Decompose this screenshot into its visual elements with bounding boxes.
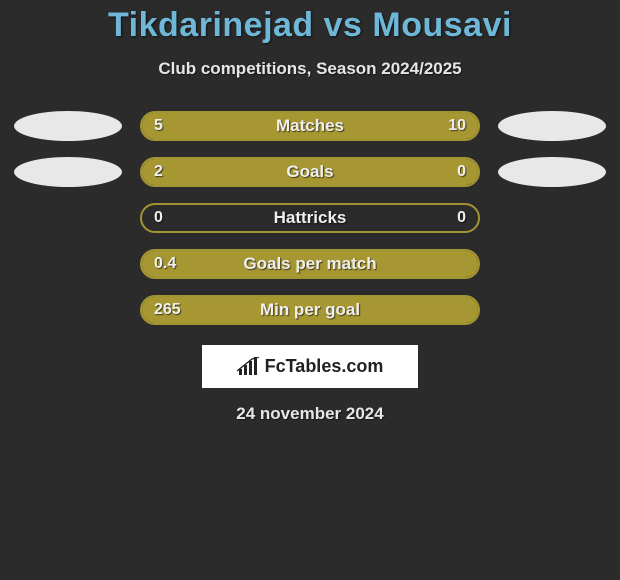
stat-row: 0 Hattricks 0 <box>0 203 620 233</box>
stat-value-left: 5 <box>154 117 163 135</box>
brand-badge: FcTables.com <box>202 345 418 388</box>
date-label: 24 november 2024 <box>0 404 620 424</box>
stat-value-right: 0 <box>457 163 466 181</box>
stat-label: Matches <box>276 116 344 136</box>
brand-text: FcTables.com <box>265 356 384 377</box>
player-shape-right <box>498 111 606 141</box>
stat-value-left: 2 <box>154 163 163 181</box>
stat-bar: 0.4 Goals per match <box>140 249 480 279</box>
comparison-infographic: Tikdarinejad vs Mousavi Club competition… <box>0 0 620 424</box>
stat-row: 0.4 Goals per match <box>0 249 620 279</box>
stat-row: 265 Min per goal <box>0 295 620 325</box>
stat-label: Hattricks <box>274 208 347 228</box>
stat-bar: 0 Hattricks 0 <box>140 203 480 233</box>
player-shape-left <box>14 111 122 141</box>
stat-label: Goals <box>286 162 333 182</box>
stat-bar: 265 Min per goal <box>140 295 480 325</box>
stat-label: Min per goal <box>260 300 360 320</box>
page-title: Tikdarinejad vs Mousavi <box>0 6 620 45</box>
bar-fill-left <box>142 159 411 185</box>
subtitle: Club competitions, Season 2024/2025 <box>0 59 620 79</box>
stat-label: Goals per match <box>243 254 376 274</box>
stat-row: 5 Matches 10 <box>0 111 620 141</box>
chart-icon <box>237 357 261 377</box>
stat-value-right: 10 <box>448 117 466 135</box>
stat-row: 2 Goals 0 <box>0 157 620 187</box>
stat-rows: 5 Matches 10 2 Goals 0 0 <box>0 111 620 325</box>
stat-value-right: 0 <box>457 209 466 227</box>
stat-value-left: 0.4 <box>154 255 176 273</box>
stat-bar: 2 Goals 0 <box>140 157 480 187</box>
stat-value-left: 0 <box>154 209 163 227</box>
bar-fill-right <box>411 159 478 185</box>
stat-bar: 5 Matches 10 <box>140 111 480 141</box>
player-shape-right <box>498 157 606 187</box>
player-shape-left <box>14 157 122 187</box>
stat-value-left: 265 <box>154 301 181 319</box>
